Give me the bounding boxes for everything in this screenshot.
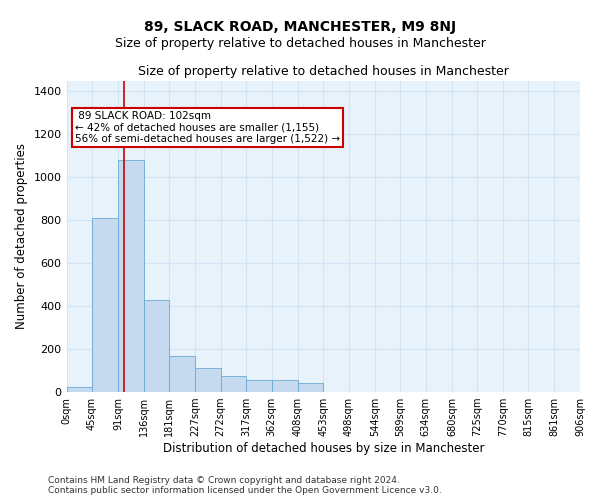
Bar: [246, 380, 272, 392]
Bar: [195, 368, 221, 392]
Bar: [92, 218, 118, 392]
Text: Contains HM Land Registry data © Crown copyright and database right 2024.
Contai: Contains HM Land Registry data © Crown c…: [48, 476, 442, 495]
Bar: [221, 376, 246, 392]
Bar: [169, 356, 195, 392]
Y-axis label: Number of detached properties: Number of detached properties: [15, 144, 28, 330]
Bar: [67, 386, 92, 392]
Text: 89 SLACK ROAD: 102sqm
← 42% of detached houses are smaller (1,155)
56% of semi-d: 89 SLACK ROAD: 102sqm ← 42% of detached …: [75, 110, 340, 144]
Bar: [272, 380, 298, 392]
Bar: [298, 384, 323, 392]
Text: 89, SLACK ROAD, MANCHESTER, M9 8NJ: 89, SLACK ROAD, MANCHESTER, M9 8NJ: [144, 20, 456, 34]
Text: Size of property relative to detached houses in Manchester: Size of property relative to detached ho…: [115, 38, 485, 51]
Bar: [118, 160, 143, 392]
X-axis label: Distribution of detached houses by size in Manchester: Distribution of detached houses by size …: [163, 442, 484, 455]
Bar: [143, 300, 169, 392]
Title: Size of property relative to detached houses in Manchester: Size of property relative to detached ho…: [138, 65, 509, 78]
